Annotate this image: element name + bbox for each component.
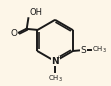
Text: +: + bbox=[56, 55, 61, 60]
Text: CH$_3$: CH$_3$ bbox=[92, 45, 107, 55]
Text: OH: OH bbox=[29, 8, 42, 17]
Text: CH$_3$: CH$_3$ bbox=[48, 74, 62, 84]
Text: O: O bbox=[10, 29, 17, 38]
Text: S: S bbox=[80, 46, 86, 55]
Text: N: N bbox=[51, 57, 59, 66]
